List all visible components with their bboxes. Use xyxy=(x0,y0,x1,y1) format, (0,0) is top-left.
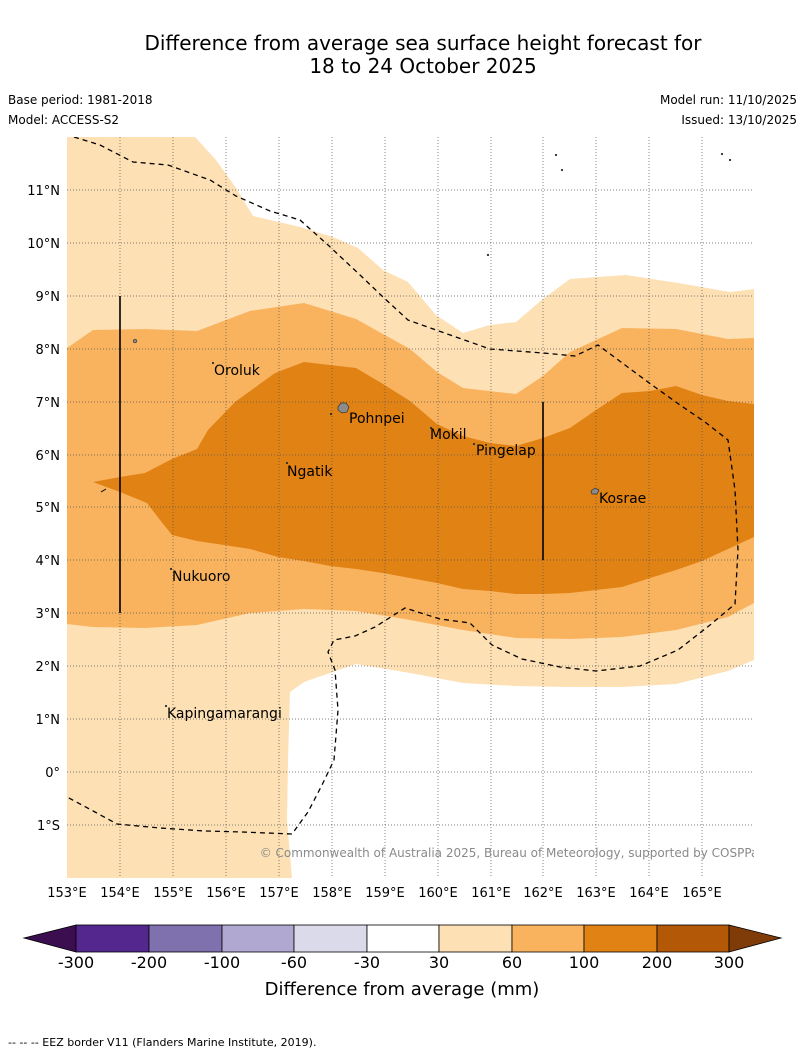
westernmost-atoll xyxy=(100,488,107,493)
lat-tick-label: 1°N xyxy=(36,713,61,728)
latitude-axis: 11°N 10°N 9°N 8°N 7°N 6°N 5°N 4°N 3°N 2°… xyxy=(27,184,60,834)
lat-tick-label: 7°N xyxy=(36,396,61,411)
title-line-2: 18 to 24 October 2025 xyxy=(309,54,537,78)
colorbar-segment xyxy=(366,924,440,953)
colorbar-tick-label: -30 xyxy=(354,953,380,972)
colorbar-segment xyxy=(438,924,513,953)
ngatik-atoll-dot xyxy=(285,461,289,465)
lat-tick-label: 1°S xyxy=(37,819,60,834)
colorbar-ticks: -300 -200 -100 -60 -30 30 60 100 200 300 xyxy=(58,953,744,972)
lon-tick-label: 162°E xyxy=(523,886,563,901)
lon-tick-label: 154°E xyxy=(100,886,140,901)
lat-tick-label: 0° xyxy=(45,766,60,781)
minor-island xyxy=(132,338,138,344)
longitude-axis: 153°E 154°E 155°E 156°E 157°E 158°E 159°… xyxy=(47,886,722,901)
nukuoro-atoll-dot xyxy=(169,567,173,571)
colorbar-tick-label: 300 xyxy=(714,953,745,972)
place-label-nukuoro: Nukuoro xyxy=(172,569,230,585)
north-atoll-dot-3 xyxy=(720,152,724,156)
lat-tick-label: 8°N xyxy=(36,343,61,358)
eez-legend-note: -- -- -- EEZ border V11 (Flanders Marine… xyxy=(8,1036,317,1049)
lon-tick-label: 153°E xyxy=(47,886,87,901)
kapinga-atoll-dot xyxy=(164,704,168,708)
north-atoll-dot-2 xyxy=(560,168,564,172)
place-label-kosrae: Kosrae xyxy=(599,491,646,507)
colorbar-segment xyxy=(293,924,368,953)
chart-title: Difference from average sea surface heig… xyxy=(0,32,804,78)
colorbar-segment xyxy=(583,924,658,953)
title-line-1: Difference from average sea surface heig… xyxy=(144,31,702,55)
lon-tick-label: 155°E xyxy=(153,886,193,901)
colorbar-tick-label: 60 xyxy=(502,953,522,972)
eez-border xyxy=(67,137,739,835)
base-period: Base period: 1981-2018 xyxy=(8,93,153,107)
colorbar-extend-high xyxy=(728,924,783,953)
colorbar xyxy=(22,924,783,953)
colorbar-title: Difference from average (mm) xyxy=(265,979,540,1000)
place-label-kapingamarangi: Kapingamarangi xyxy=(167,706,282,722)
north-atoll-dot-5 xyxy=(486,253,490,257)
colorbar-tick-label: 30 xyxy=(429,953,449,972)
colorbar-tick-label: 100 xyxy=(569,953,600,972)
north-atoll-dot-1 xyxy=(554,153,558,157)
mokil-atoll-dot xyxy=(429,426,433,430)
colorbar-segment xyxy=(511,924,585,953)
pohnpei-island xyxy=(337,402,350,414)
colorbar-segment xyxy=(148,924,223,953)
kosrae-island xyxy=(590,487,600,495)
lon-tick-label: 160°E xyxy=(418,886,458,901)
lat-tick-label: 2°N xyxy=(36,660,61,675)
islands xyxy=(132,152,732,708)
lon-tick-label: 157°E xyxy=(259,886,299,901)
place-label-pohnpei: Pohnpei xyxy=(349,411,405,427)
place-label-oroluk: Oroluk xyxy=(214,363,261,379)
contour-fill-100-200 xyxy=(93,362,754,594)
sea-level-map: Oroluk Pohnpei Mokil Pingelap Ngatik Kos… xyxy=(22,137,783,1000)
lat-tick-label: 10°N xyxy=(27,237,60,252)
copyright-notice: © Commonwealth of Australia 2025, Bureau… xyxy=(260,846,765,860)
model-run-date: Model run: 11/10/2025 xyxy=(659,93,797,107)
lon-tick-label: 164°E xyxy=(629,886,669,901)
minor-dot-6 xyxy=(329,412,333,416)
colorbar-segment xyxy=(75,924,150,953)
colorbar-tick-label: -60 xyxy=(281,953,307,972)
model-name: Model: ACCESS-S2 xyxy=(8,113,120,127)
lat-tick-label: 5°N xyxy=(36,501,61,516)
north-atoll-dot-4 xyxy=(728,158,732,162)
graticule xyxy=(67,137,754,878)
lon-tick-label: 159°E xyxy=(365,886,405,901)
oroluk-atoll-dot xyxy=(211,361,215,365)
colorbar-tick-label: -100 xyxy=(204,953,240,972)
lon-tick-label: 161°E xyxy=(471,886,511,901)
place-label-mokil: Mokil xyxy=(430,427,467,443)
place-label-pingelap: Pingelap xyxy=(476,443,536,459)
issued-date: Issued: 13/10/2025 xyxy=(681,113,797,127)
colorbar-segment xyxy=(221,924,295,953)
map-area: Oroluk Pohnpei Mokil Pingelap Ngatik Kos… xyxy=(67,137,765,878)
lon-tick-label: 165°E xyxy=(682,886,722,901)
lat-tick-label: 4°N xyxy=(36,554,61,569)
colorbar-tick-label: 200 xyxy=(642,953,673,972)
lat-tick-label: 11°N xyxy=(27,184,60,199)
pingelap-atoll-dot xyxy=(472,442,476,446)
colorbar-extend-low xyxy=(22,924,77,953)
place-label-ngatik: Ngatik xyxy=(287,464,333,480)
lat-tick-label: 6°N xyxy=(36,449,61,464)
lon-tick-label: 158°E xyxy=(312,886,352,901)
colorbar-tick-label: -300 xyxy=(58,953,94,972)
lat-tick-label: 3°N xyxy=(36,607,61,622)
colorbar-tick-label: -200 xyxy=(131,953,167,972)
lon-tick-label: 163°E xyxy=(576,886,616,901)
lat-tick-label: 9°N xyxy=(36,290,61,305)
lon-tick-label: 156°E xyxy=(206,886,246,901)
colorbar-segment xyxy=(656,924,730,953)
